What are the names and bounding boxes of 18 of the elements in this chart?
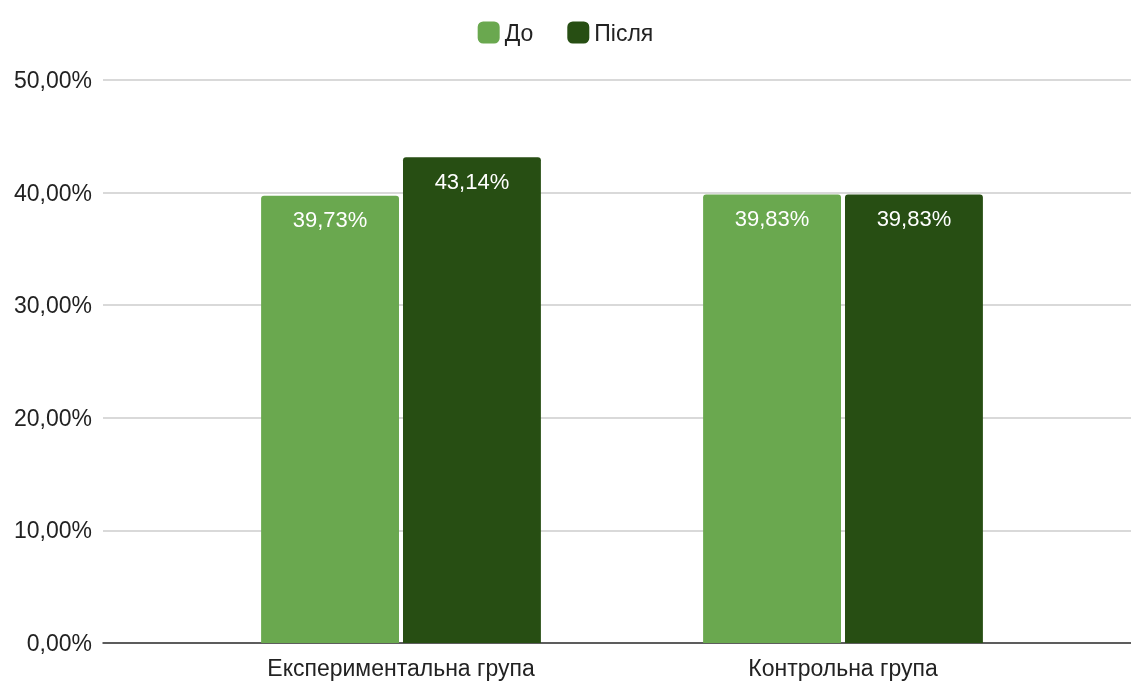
- x-tick-label: Контрольна група: [748, 654, 938, 681]
- legend-label: Після: [594, 19, 654, 46]
- y-tick-label: 40,00%: [13, 179, 92, 206]
- data-label: 39,73%: [292, 207, 368, 233]
- bar: [845, 194, 983, 643]
- y-tick-label: 20,00%: [13, 404, 92, 431]
- bar: [261, 195, 399, 643]
- data-label: 39,83%: [734, 206, 810, 232]
- y-tick-label: 50,00%: [13, 67, 92, 93]
- y-tick-label: 10,00%: [13, 517, 92, 544]
- bar: [403, 157, 541, 643]
- y-tick-label: 0,00%: [26, 630, 92, 656]
- x-tick-label: Експериментальна група: [267, 654, 535, 681]
- data-label: 39,83%: [876, 206, 952, 232]
- legend-label: До: [504, 19, 534, 46]
- bar: [703, 194, 841, 643]
- y-tick-label: 30,00%: [13, 292, 92, 319]
- data-label: 43,14%: [434, 168, 510, 194]
